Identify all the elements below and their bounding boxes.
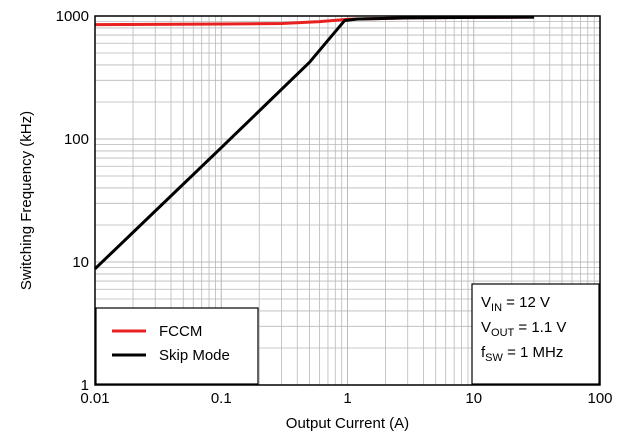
legend-label: Skip Mode [159,347,230,364]
y-tick-label: 10 [72,254,89,271]
y-tick-label: 1 [81,377,89,394]
x-tick-label: 100 [587,390,612,407]
condition-text: fSW = 1 MHz [481,344,563,364]
x-tick-label: 0.1 [211,390,232,407]
y-tick-labels: 1 10 100 1000 [56,8,89,394]
y-tick-label: 1000 [56,8,89,25]
plot-frame [94,15,601,386]
y-axis-label: Switching Frequency (kHz) [18,111,35,290]
series-lines [93,15,534,270]
x-axis-label: Output Current (A) [286,415,409,432]
legend-box [95,307,259,385]
x-tick-labels: 0.01 0.1 1 10 100 [80,390,612,407]
x-tick-label: 1 [343,390,351,407]
conditions-box: VIN = 12 V VOUT = 1.1 V fSW = 1 MHz [471,283,600,385]
x-tick-label: 10 [465,390,482,407]
x-tick-label: 0.01 [80,390,109,407]
y-tick-label: 100 [64,131,89,148]
conditions-box-frame [471,283,600,385]
legend: FCCM Skip Mode [95,307,259,385]
condition-text: VOUT = 1.1 V [481,319,566,339]
series-line-skip-mode [93,15,534,270]
condition-text: VIN = 12 V [481,294,550,314]
legend-label: FCCM [159,323,202,340]
